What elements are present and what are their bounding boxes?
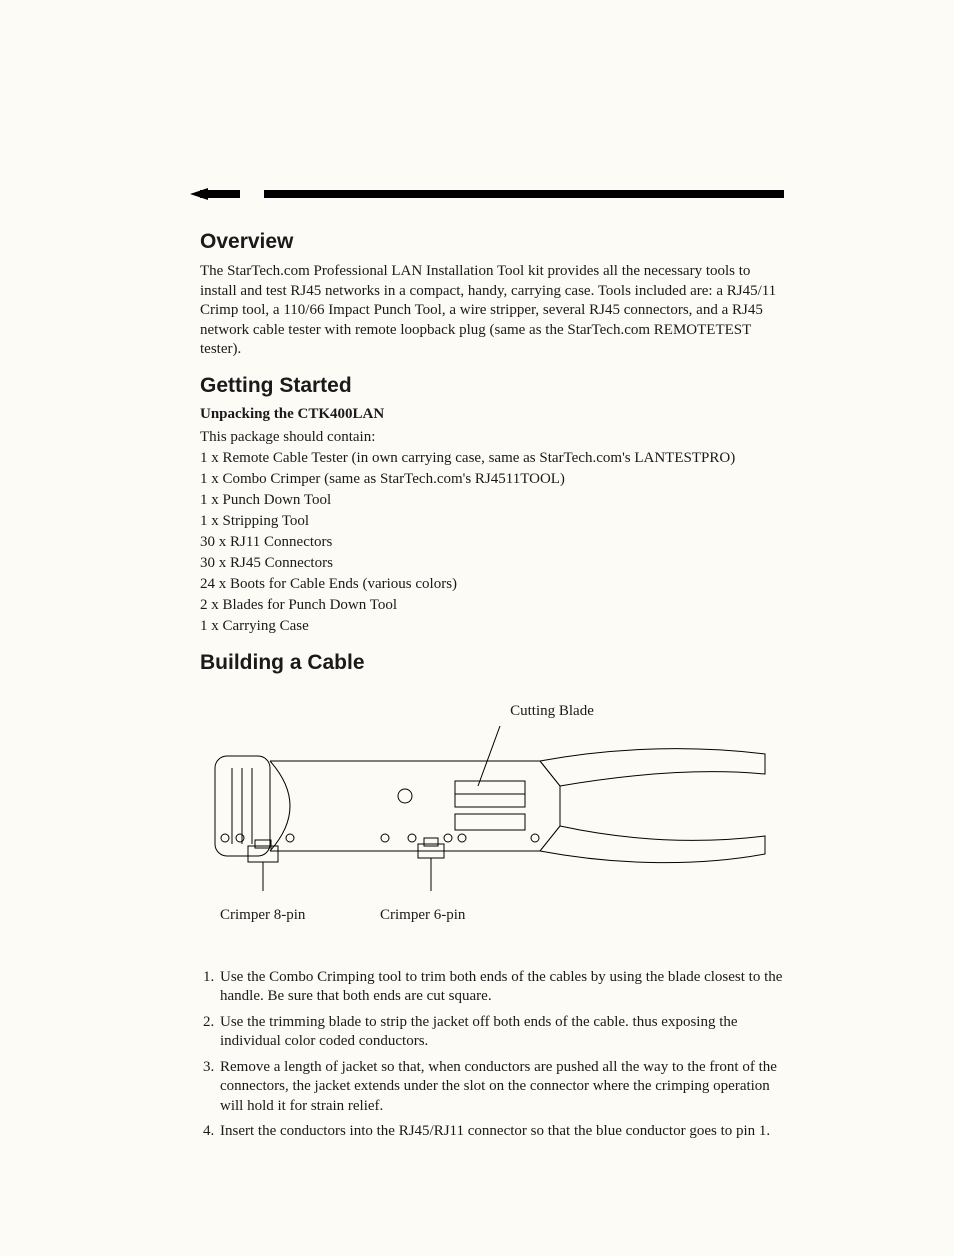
step-item: Use the Combo Crimping tool to trim both… <box>218 968 784 1007</box>
step-item: Insert the conductors into the RJ45/RJ11… <box>218 1122 784 1142</box>
document-page: Overview The StarTech.com Professional L… <box>0 0 954 1256</box>
list-item: 1 x Carrying Case <box>200 616 784 637</box>
list-item: 24 x Boots for Cable Ends (various color… <box>200 574 784 595</box>
overview-section: Overview The StarTech.com Professional L… <box>200 230 784 360</box>
list-item: 30 x RJ11 Connectors <box>200 532 784 553</box>
cutting-blade-label: Cutting Blade <box>320 703 784 720</box>
list-item: 1 x Stripping Tool <box>200 511 784 532</box>
list-item: 1 x Remote Cable Tester (in own carrying… <box>200 448 784 469</box>
step-item: Remove a length of jacket so that, when … <box>218 1058 784 1117</box>
building-heading: Building a Cable <box>200 651 784 675</box>
getting-started-section: Getting Started Unpacking the CTK400LAN … <box>200 374 784 637</box>
bottom-labels: Crimper 8-pin Crimper 6-pin <box>200 907 784 924</box>
list-item: 2 x Blades for Punch Down Tool <box>200 595 784 616</box>
crimper-svg <box>200 726 770 896</box>
getting-started-heading: Getting Started <box>200 374 784 398</box>
crimper-6pin-label: Crimper 6-pin <box>380 907 465 924</box>
list-item: 1 x Punch Down Tool <box>200 490 784 511</box>
step-item: Use the trimming blade to strip the jack… <box>218 1013 784 1052</box>
unpacking-subheading: Unpacking the CTK400LAN <box>200 406 784 423</box>
crimper-diagram: Cutting Blade <box>200 703 784 924</box>
list-item: 1 x Combo Crimper (same as StarTech.com'… <box>200 469 784 490</box>
crimper-8pin-label: Crimper 8-pin <box>220 907 380 924</box>
steps-list: Use the Combo Crimping tool to trim both… <box>200 968 784 1142</box>
building-section: Building a Cable Cutting Blade <box>200 651 784 1142</box>
list-item: 30 x RJ45 Connectors <box>200 553 784 574</box>
header-rule <box>200 190 784 198</box>
overview-body: The StarTech.com Professional LAN Instal… <box>200 262 784 360</box>
overview-heading: Overview <box>200 230 784 254</box>
package-intro: This package should contain: <box>200 427 784 448</box>
